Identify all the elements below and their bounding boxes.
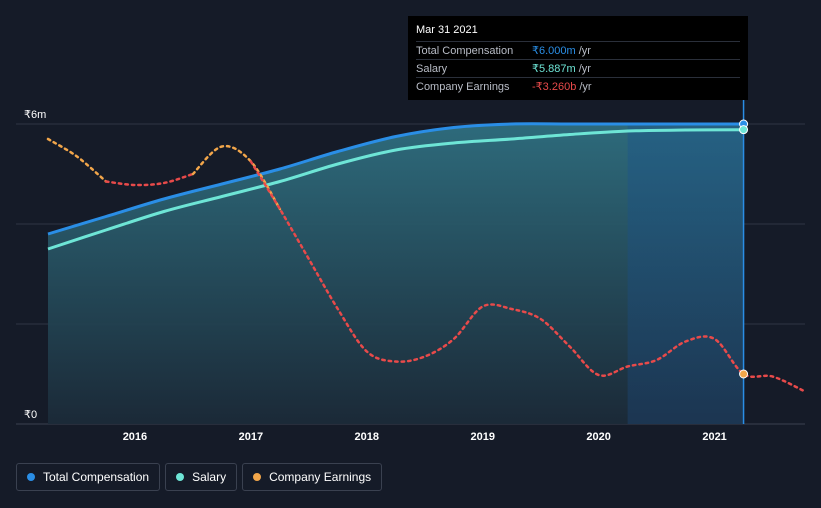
legend-dot-icon (27, 473, 35, 481)
tooltip-date: Mar 31 2021 (416, 24, 478, 36)
legend-item-company-earnings[interactable]: Company Earnings (242, 463, 383, 491)
tooltip-row-total-compensation: Total Compensation ₹6.000m /yr (416, 41, 740, 59)
company-earnings-marker (739, 369, 749, 379)
x-tick-label: 2021 (702, 431, 726, 443)
x-tick-label: 2020 (586, 431, 610, 443)
company-earnings-line (191, 144, 282, 211)
tooltip-label: Company Earnings (416, 80, 510, 93)
tooltip-unit: /yr (579, 80, 592, 93)
x-tick-label: 2018 (355, 431, 379, 443)
tooltip-value: -₹3.260b (532, 81, 577, 93)
highlight-band (627, 124, 744, 424)
tooltip-unit: /yr (578, 44, 591, 57)
total-compensation-line (47, 122, 744, 236)
tooltip-label: Total Compensation (416, 44, 514, 57)
tooltip-value: ₹5.887m (532, 63, 576, 75)
legend-dot-icon (253, 473, 262, 481)
x-tick-label: 2017 (239, 431, 263, 443)
tooltip-unit: /yr (578, 62, 591, 75)
company-earnings-line (249, 160, 807, 393)
tooltip-row-salary: Salary ₹5.887m /yr (416, 59, 740, 77)
legend-dot-icon (176, 473, 185, 481)
x-tick-label: 2019 (470, 431, 494, 443)
y-tick-label: ₹6m (24, 109, 46, 121)
legend-label: Salary (192, 470, 227, 484)
x-tick-label: 2016 (123, 431, 147, 443)
salary-line (47, 128, 744, 251)
tooltip-row-company-earnings: Company Earnings -₹3.260b /yr (416, 77, 740, 95)
tooltip-value: ₹6.000m (532, 45, 576, 57)
y-tick-label: ₹0 (24, 409, 37, 421)
salary-marker (739, 125, 749, 135)
tooltip: Mar 31 2021 Total Compensation ₹6.000m /… (408, 16, 748, 100)
legend-item-salary[interactable]: Salary (165, 463, 238, 491)
company-earnings-line (46, 137, 108, 183)
legend-label: Total Compensation (43, 470, 150, 484)
company-earnings-line (104, 172, 195, 187)
total-compensation-area (48, 123, 744, 424)
tooltip-label: Salary (416, 62, 448, 75)
legend-label: Company Earnings (269, 470, 372, 484)
legend: Total Compensation Salary Company Earnin… (16, 463, 383, 491)
legend-item-total-compensation[interactable]: Total Compensation (16, 463, 161, 491)
